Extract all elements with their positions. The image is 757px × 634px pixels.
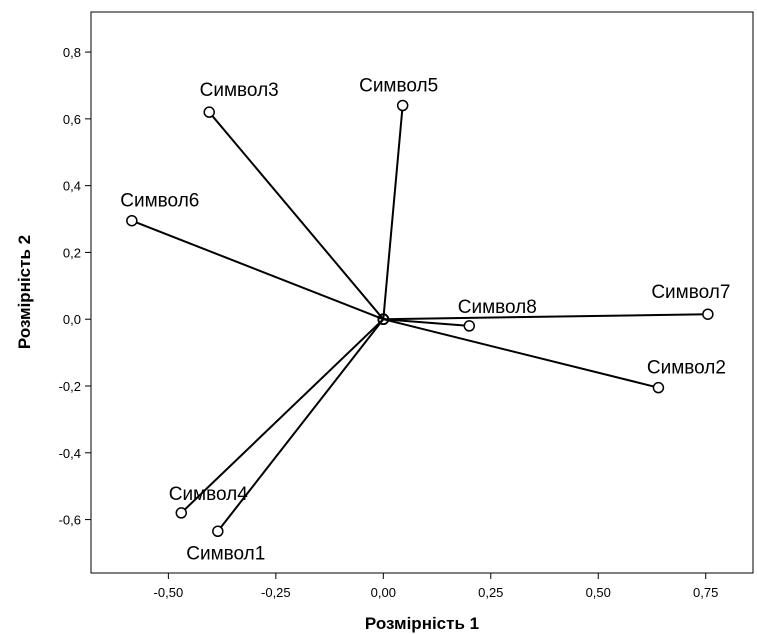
data-point	[212, 525, 224, 538]
point-label: Символ3	[200, 80, 279, 101]
vector-line	[180, 318, 385, 514]
data-point	[126, 214, 138, 227]
y-axis-title: Розмірність 2	[15, 235, 34, 349]
data-point	[702, 308, 714, 320]
x-tick-label: 0,50	[586, 585, 611, 600]
x-tick-label: 0,75	[693, 585, 718, 600]
y-tick-label: -0,6	[59, 513, 81, 528]
x-tick-label: -0,25	[261, 585, 291, 600]
point-label: Символ4	[169, 484, 249, 505]
data-point	[175, 507, 188, 519]
vector-line	[131, 219, 384, 321]
x-tick-label: 0,25	[478, 585, 503, 600]
y-tick-label: 0,8	[63, 45, 81, 60]
x-axis-title: Розмірність 1	[365, 614, 479, 633]
vector-line	[382, 105, 404, 320]
vector-line	[208, 111, 385, 320]
y-tick-label: 0,2	[63, 245, 81, 260]
y-tick-label: 0,0	[63, 312, 81, 327]
point-label: Символ1	[186, 543, 265, 564]
point-labels: Символ1 Символ2 Символ3 Символ4 Символ5 Симво…	[120, 76, 730, 565]
point-label: Символ8	[458, 297, 537, 318]
vector-line	[217, 318, 385, 532]
data-point	[396, 99, 409, 112]
point-label: Символ7	[651, 282, 730, 303]
point-label: Символ2	[647, 358, 726, 379]
origin-marker	[377, 313, 390, 325]
y-tick-label: 0,4	[63, 179, 81, 194]
vector-line	[383, 318, 470, 327]
plot-area-frame	[90, 11, 754, 574]
data-point	[463, 320, 476, 332]
data-point	[652, 381, 665, 394]
data-point	[203, 106, 215, 118]
y-tick-label: 0,6	[63, 112, 81, 127]
point-label: Символ6	[120, 191, 199, 212]
data-points	[126, 99, 714, 538]
vector-line	[383, 313, 708, 321]
x-tick-label: 0,00	[371, 585, 396, 600]
y-tick-label: -0,2	[59, 379, 81, 394]
vector-line	[383, 318, 659, 389]
y-axis: -0,6 -0,4 -0,2 0,0 0,2 0,4 0,6 0,8	[59, 45, 91, 528]
vector-lines	[131, 105, 708, 532]
x-tick-label: -0,50	[154, 585, 184, 600]
point-label: Символ5	[359, 76, 438, 97]
y-tick-label: -0,4	[59, 446, 81, 461]
x-axis: -0,50 -0,25 0,00 0,25 0,50 0,75	[154, 573, 718, 600]
